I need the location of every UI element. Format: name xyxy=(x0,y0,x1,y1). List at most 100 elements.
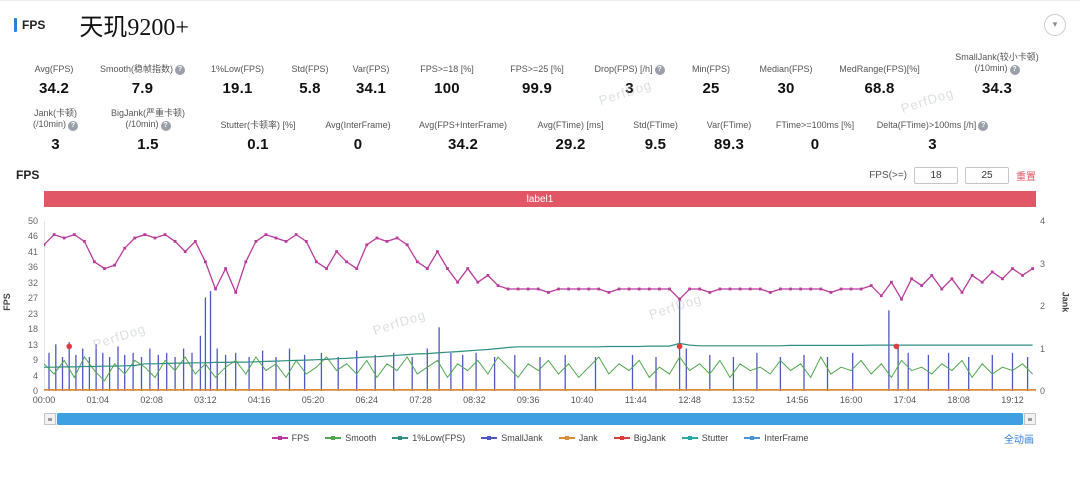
stat-label: Avg(FTime) [ms] xyxy=(537,119,604,130)
stat-label: FPS>=25 [%] xyxy=(510,63,564,74)
fps-threshold-input-2[interactable] xyxy=(965,166,1009,184)
stat-value: 5.8 xyxy=(299,80,321,97)
x-tick-label: 18:08 xyxy=(947,395,970,405)
stat-cell: Median(FPS) 30 xyxy=(745,51,827,97)
legend-marker-icon xyxy=(481,436,498,440)
x-tick-label: 01:04 xyxy=(86,395,110,405)
stat-label: FTime>=100ms [%] xyxy=(775,119,855,130)
stat-cell: Var(FTime) 89.3 xyxy=(693,107,765,153)
x-tick-label: 14:56 xyxy=(785,395,809,405)
legend-marker-icon xyxy=(744,436,761,440)
legend-label: Stutter xyxy=(701,433,729,443)
help-icon[interactable]: ? xyxy=(978,121,989,131)
stat-cell: MedRange(FPS)[%] 68.8 xyxy=(827,51,932,97)
scrollbar-thumb[interactable] xyxy=(57,413,1023,425)
legend-item-smooth[interactable]: Smooth xyxy=(325,433,376,443)
collapse-button[interactable]: ▾ xyxy=(1044,13,1066,36)
help-icon[interactable]: ? xyxy=(160,121,171,131)
legend-label: InterFrame xyxy=(764,433,809,443)
section-accent-bar xyxy=(14,17,17,32)
stat-label: 1%Low(FPS) xyxy=(210,63,264,74)
y-tick-label: 41 xyxy=(27,246,38,257)
stat-cell: Delta(FTime)>100ms [/h]? 3 xyxy=(865,107,1000,153)
chart-legend: FPS Smooth 1%Low(FPS) SmallJank Jank Big… xyxy=(0,431,1080,445)
x-tick-label: 13:52 xyxy=(732,395,755,405)
stat-cell: Avg(FPS+InterFrame) 34.2 xyxy=(403,107,523,153)
y-right-tick-label: 1 xyxy=(1040,343,1046,354)
help-icon[interactable]: ? xyxy=(654,65,665,75)
stat-label: Median(FPS) xyxy=(759,63,813,74)
stat-value: 0 xyxy=(353,136,363,153)
chart-canvas[interactable] xyxy=(44,221,1036,391)
x-tick-label: 19:12 xyxy=(1001,395,1024,405)
stat-cell: Std(FTime) 9.5 xyxy=(618,107,693,153)
y-right-tick-label: 3 xyxy=(1040,258,1046,269)
stat-cell: SmallJank(较小卡顿) (/10min)? 34.3 xyxy=(932,51,1062,97)
x-tick-label: 00:00 xyxy=(32,395,56,405)
legend-marker-icon xyxy=(613,436,630,440)
stat-cell: Avg(FPS) 34.2 xyxy=(18,51,90,97)
help-icon[interactable]: ? xyxy=(68,121,78,131)
y-axis-title-left: FPS xyxy=(1,293,12,311)
chart-scrollbar[interactable] xyxy=(44,413,1036,425)
x-tick-label: 03:12 xyxy=(194,395,217,405)
scrollbar-left-cap[interactable] xyxy=(44,413,56,425)
legend-item-jank[interactable]: Jank xyxy=(558,433,598,443)
stat-value: 7.9 xyxy=(131,80,154,97)
y-tick-label: 18 xyxy=(27,324,38,335)
page-title: 天玑9200+ xyxy=(79,15,189,41)
stat-cell: FPS>=18 [%] 100 xyxy=(402,51,492,97)
stat-label: Delta(FTime)>100ms [/h]? xyxy=(877,119,989,131)
legend-item-bigjank[interactable]: BigJank xyxy=(613,433,666,443)
stat-cell: Stutter(卡顿率) [%] 0.1 xyxy=(203,107,313,153)
banner-text: label1 xyxy=(526,193,554,205)
y-tick-label: 23 xyxy=(27,308,38,319)
stat-value: 30 xyxy=(777,80,795,97)
legend-item-fps[interactable]: FPS xyxy=(271,433,309,443)
stat-label: Avg(InterFrame) xyxy=(325,119,391,130)
stat-value: 25 xyxy=(702,80,720,97)
stats-row-2: Jank(卡顿) (/10min)? 3 BigJank(严重卡顿) (/10min… xyxy=(0,107,1080,153)
stat-value: 3 xyxy=(625,80,634,97)
x-tick-label: 02:08 xyxy=(140,395,163,405)
fps-threshold-input-1[interactable] xyxy=(914,166,958,184)
x-tick-label: 11:44 xyxy=(624,395,647,405)
stat-value: 3 xyxy=(928,136,937,153)
stat-label: BigJank(严重卡顿) xyxy=(110,107,185,118)
legend-label: Jank xyxy=(578,433,598,443)
chevron-down-icon: ▾ xyxy=(1052,19,1058,29)
stat-value: 3 xyxy=(51,136,60,153)
y-tick-label: 32 xyxy=(27,277,38,288)
stat-label: Var(FPS) xyxy=(352,63,390,74)
help-icon[interactable]: ? xyxy=(1009,65,1020,75)
reset-link[interactable]: 重置 xyxy=(1016,171,1036,183)
help-icon[interactable]: ? xyxy=(175,65,185,75)
legend-item-low1[interactable]: 1%Low(FPS) xyxy=(392,433,465,443)
scrollbar-right-cap[interactable] xyxy=(1024,413,1036,425)
stat-cell: Var(FPS) 34.1 xyxy=(340,51,402,97)
y-tick-label: 46 xyxy=(27,231,38,242)
stat-value: 89.3 xyxy=(714,136,744,153)
legend-item-interframe[interactable]: InterFrame xyxy=(744,433,808,443)
x-tick-label: 17:04 xyxy=(893,395,917,405)
legend-marker-icon xyxy=(558,436,575,440)
y-right-tick-label: 4 xyxy=(1040,216,1046,226)
stat-label: MedRange(FPS)[%] xyxy=(839,63,920,74)
legend-label: 1%Low(FPS) xyxy=(412,433,466,443)
chart-header: FPS FPS(>=) 重置 xyxy=(0,165,1080,185)
stat-cell: BigJank(严重卡顿) (/10min)? 1.5 xyxy=(93,107,203,153)
y-right-tick-label: 2 xyxy=(1040,301,1046,311)
legend-item-smalljank[interactable]: SmallJank xyxy=(481,433,543,443)
stat-cell: FTime>=100ms [%] 0 xyxy=(765,107,865,153)
y-tick-label: 50 xyxy=(27,216,38,226)
y-axis-left-labels: 50 46 41 36 32 27 23 18 13 9 4 0 xyxy=(12,216,38,396)
y-right-tick-label: 0 xyxy=(1040,386,1046,396)
stat-label: Std(FPS) xyxy=(291,63,329,74)
animation-toggle-link[interactable]: 全动画 xyxy=(1004,435,1034,446)
legend-marker-icon xyxy=(392,436,409,440)
legend-item-stutter[interactable]: Stutter xyxy=(681,433,729,443)
stat-value: 34.3 xyxy=(982,80,1012,97)
y-tick-label: 27 xyxy=(27,293,38,304)
stat-label: SmallJank(较小卡顿) xyxy=(955,51,1039,62)
